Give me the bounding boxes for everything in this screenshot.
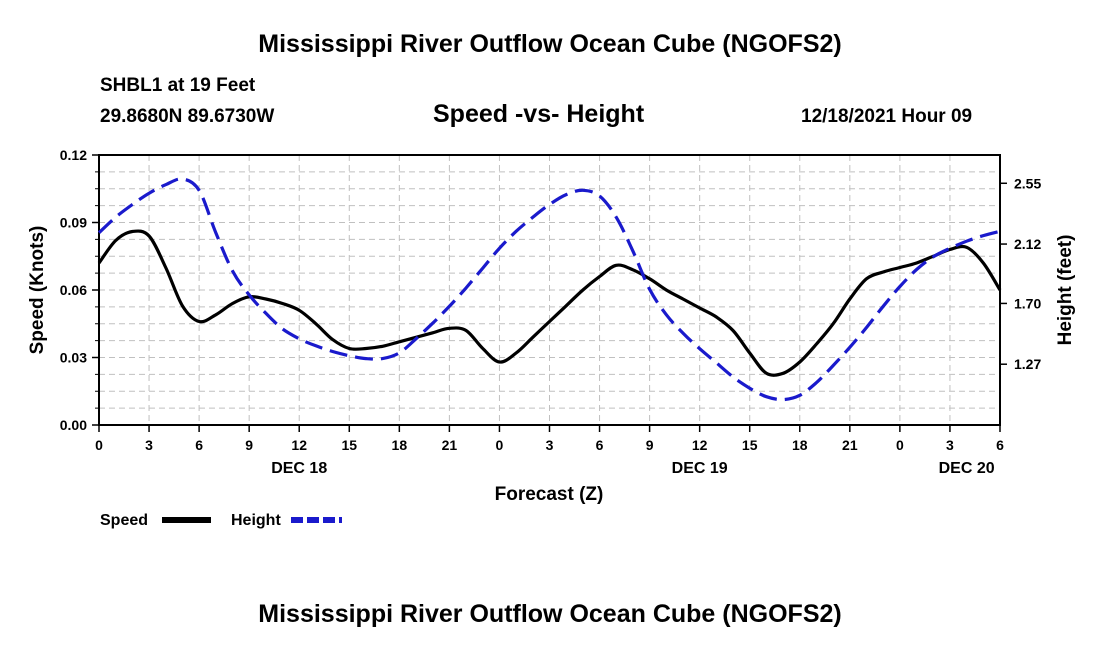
grid: [99, 155, 1000, 425]
x-tick-label: 3: [145, 437, 153, 453]
coordinates-label: 29.8680N 89.6730W: [100, 106, 275, 127]
height-series-line: [97, 177, 1001, 402]
x-tick-label: 9: [245, 437, 253, 453]
x-tick-label: 6: [996, 437, 1004, 453]
x-tick-label: 12: [692, 437, 708, 453]
x-tick-label: 3: [946, 437, 954, 453]
x-tick-label: 9: [646, 437, 654, 453]
x-tick-label: 18: [792, 437, 808, 453]
x-tick-label: 0: [95, 437, 103, 453]
footer-title: Mississippi River Outflow Ocean Cube (NG…: [258, 600, 842, 628]
x-tick-label: 21: [442, 437, 458, 453]
y2-tick-label: 2.12: [1014, 236, 1041, 252]
y-tick-label: 0.06: [60, 282, 87, 298]
forecast-datetime: 12/18/2021 Hour 09: [801, 106, 973, 127]
station-label: SHBL1 at 19 Feet: [100, 75, 256, 96]
x-date-label: DEC 18: [271, 460, 327, 477]
x-tick-label: 21: [842, 437, 858, 453]
chart-subtitle: Speed -vs- Height: [433, 100, 645, 128]
y-tick-label: 0.12: [60, 147, 87, 163]
x-tick-label: 15: [742, 437, 758, 453]
tick-labels: 0 3 6 9 12 15 18 21 0 3 6 9 12 15 18 21 0 3 6 DEC 18 DEC 19 D…: [60, 147, 1042, 477]
y-tick-label: 0.03: [60, 350, 87, 366]
y2-tick-label: 1.70: [1014, 295, 1041, 311]
y2-tick-label: 1.27: [1014, 356, 1041, 372]
x-date-label: DEC 20: [939, 460, 995, 477]
x-tick-label: 12: [291, 437, 307, 453]
legend-speed-label: Speed: [100, 512, 148, 529]
x-tick-label: 0: [896, 437, 904, 453]
x-tick-label: 15: [341, 437, 357, 453]
speed-series-line: [97, 229, 1002, 377]
y-axis-label: Speed (Knots): [27, 226, 48, 355]
y2-tick-label: 2.55: [1014, 175, 1041, 191]
y-tick-label: 0.09: [60, 215, 87, 231]
x-date-label: DEC 19: [672, 460, 728, 477]
x-tick-label: 18: [392, 437, 408, 453]
chart-main-title: Mississippi River Outflow Ocean Cube (NG…: [258, 30, 842, 58]
y-tick-label: 0.00: [60, 417, 87, 433]
x-tick-label: 3: [546, 437, 554, 453]
legend: Speed Height: [100, 512, 342, 529]
x-axis-label: Forecast (Z): [495, 484, 604, 505]
x-tick-label: 0: [496, 437, 504, 453]
y2-axis-label: Height (feet): [1055, 235, 1076, 346]
x-tick-label: 6: [195, 437, 203, 453]
series: [97, 177, 1002, 402]
legend-height-label: Height: [231, 512, 281, 529]
x-tick-label: 6: [596, 437, 604, 453]
